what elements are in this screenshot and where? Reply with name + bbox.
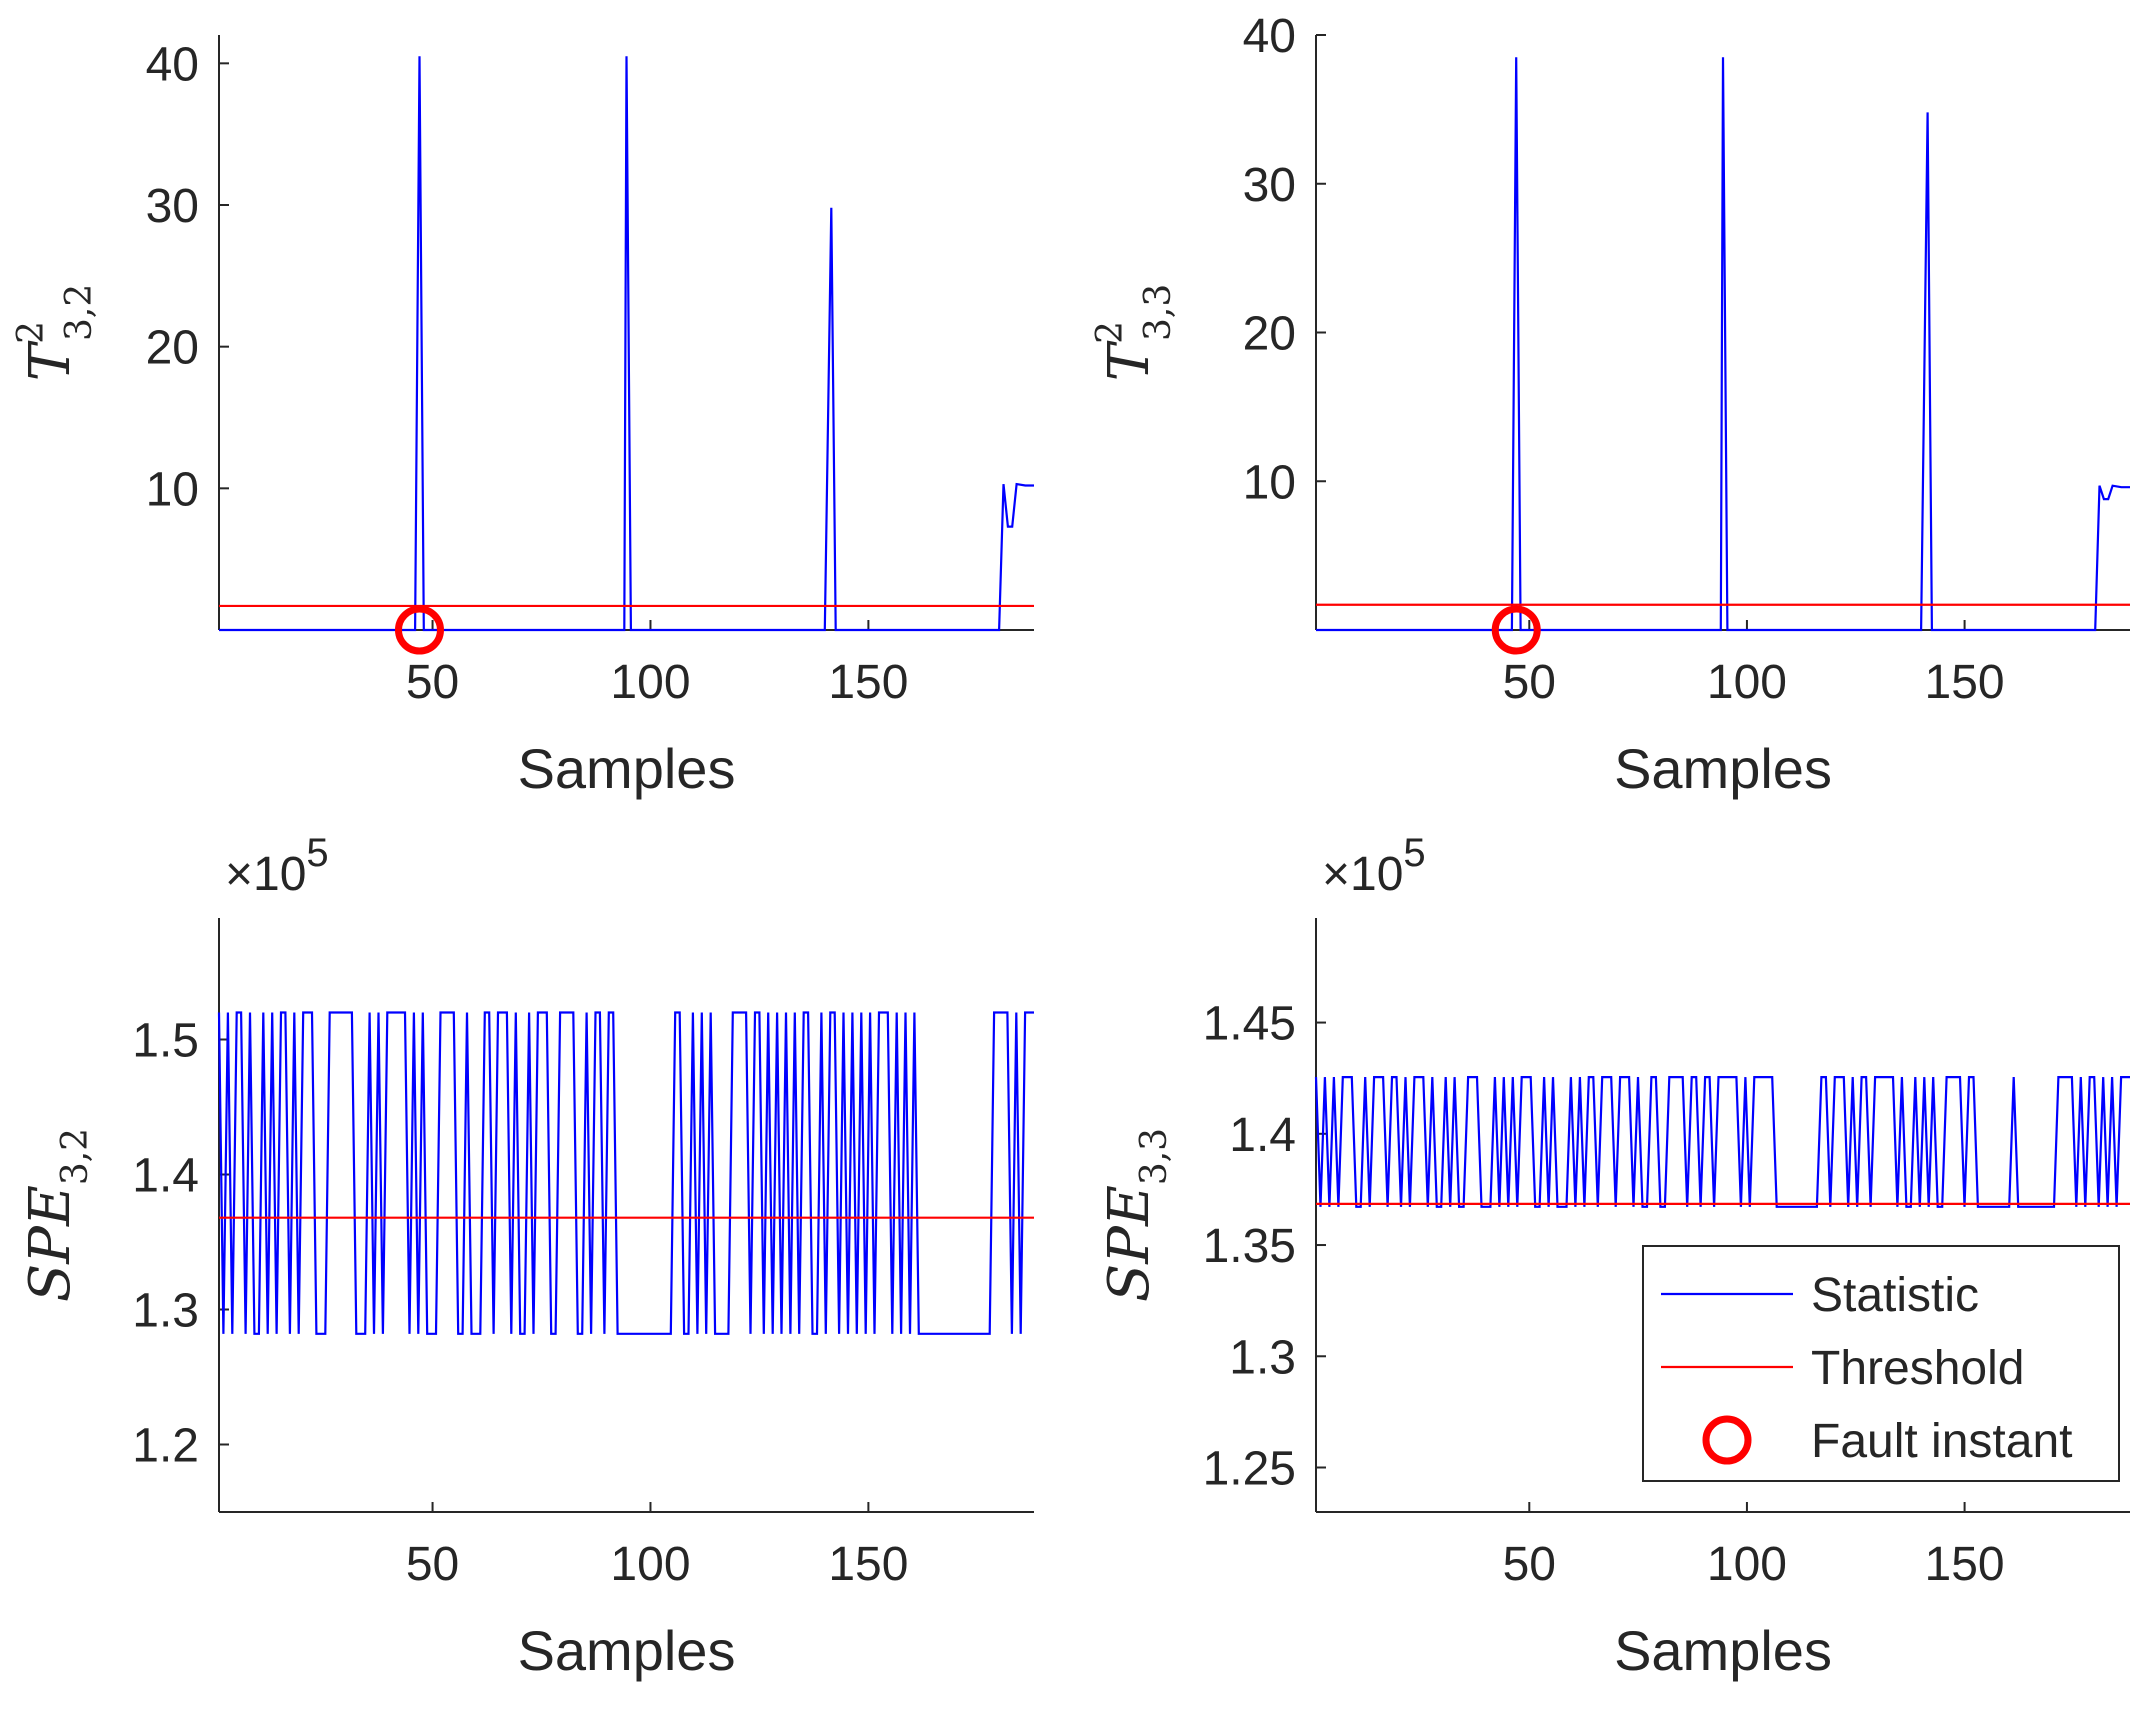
y-tick-label: 1.2 [132,1420,199,1473]
x-tick-label: 150 [828,656,908,709]
y-exponent-label: ×105 [225,831,329,901]
legend-entry: Statistic [1811,1269,1979,1322]
y-label-sub: 3,3 [1134,1128,1175,1185]
y-label-base: SPE [1097,1185,1162,1302]
y-label-sub: 3,2 [59,284,100,341]
y-tick-label: 40 [1243,10,1296,63]
x-tick-label: 150 [1925,1538,2005,1591]
legend-box [1642,1245,2120,1482]
legend-entry: Fault instant [1811,1415,2072,1468]
y-label-sup: 2 [1090,321,1131,344]
x-axis-label: Samples [1614,737,1832,800]
y-axis-label: T2 3,3 [1090,284,1179,382]
y-tick-label: 1.45 [1203,998,1296,1051]
y-tick-label: 40 [146,38,199,91]
x-tick-label: 50 [406,1538,459,1591]
y-axis-label: T2 3,2 [11,284,100,382]
x-tick-label: 50 [1503,656,1556,709]
y-tick-label: 1.4 [132,1150,199,1203]
y-label-sup: 2 [11,321,52,344]
x-axis-label: Samples [1614,1619,1832,1682]
y-tick-label: 10 [146,463,199,516]
y-tick-label: 30 [1243,159,1296,212]
series-statistic-line [219,56,1034,632]
y-tick-label: 1.3 [132,1285,199,1338]
x-tick-label: 150 [828,1538,908,1591]
y-label-base: T [18,340,83,381]
y-tick-label: 30 [146,180,199,233]
x-tick-label: 100 [1707,1538,1787,1591]
y-tick-label: 10 [1243,456,1296,509]
series-statistic-line [217,1011,1034,1335]
y-tick-label: 20 [1243,308,1296,361]
y-label-sub: 3,3 [1138,284,1179,341]
x-axis-label: Samples [518,1619,736,1682]
series-statistic-line [1314,1076,2130,1208]
series-statistic-line [1316,57,2130,632]
x-tick-label: 100 [610,1538,690,1591]
legend-entry: Threshold [1811,1342,2024,1395]
x-tick-label: 50 [406,656,459,709]
y-label-sub: 3,2 [55,1128,96,1185]
y-tick-label: 1.5 [132,1015,199,1068]
fault-instant-marker [1491,605,1541,655]
y-label-base: T [1097,340,1162,381]
y-tick-label: 20 [146,322,199,375]
exponent-base: ×10 [1322,848,1403,901]
x-tick-label: 150 [1925,656,2005,709]
y-label-base: SPE [18,1185,83,1302]
y-axis-label: SPE3,3 [1097,1128,1175,1302]
legend: Statistic Threshold Fault instant [1642,1245,2120,1482]
y-axis-label: SPE3,2 [18,1128,96,1302]
subplot-p1: 50 100 150 10 20 30 40 Samples T2 3,2 [11,35,1034,800]
exponent-power: 5 [1403,831,1425,875]
y-tick-label: 1.4 [1229,1109,1296,1162]
x-tick-label: 100 [1707,656,1787,709]
subplot-p2: 50 100 150 10 20 30 40 Samples T2 3,3 [1090,10,2130,800]
subplot-p3: 50 100 150 1.2 1.3 1.4 1.5 ×105 Samples SPE3,2 [18,831,1034,1682]
subplot-p4: 50 100 150 1.25 1.3 1.35 1.4 1.45 ×105 Samples SPE… [1097,831,2130,1682]
exponent-base: ×10 [225,848,306,901]
y-exponent-label: ×105 [1322,831,1426,901]
y-tick-label: 1.35 [1203,1220,1296,1273]
x-axis-label: Samples [518,737,736,800]
fault-instant-marker [394,605,444,655]
x-tick-label: 100 [610,656,690,709]
x-tick-label: 50 [1503,1538,1556,1591]
exponent-power: 5 [306,831,328,875]
y-tick-label: 1.3 [1229,1331,1296,1384]
y-tick-label: 1.25 [1203,1443,1296,1496]
legend-fault-swatch [1702,1415,1752,1465]
